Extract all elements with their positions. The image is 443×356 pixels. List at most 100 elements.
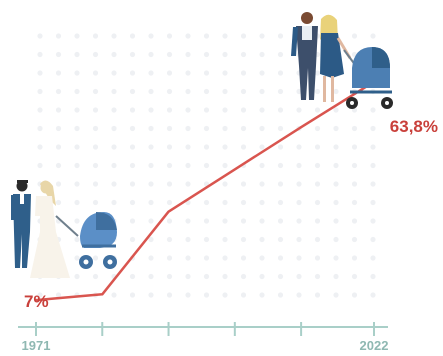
- grid-dot: [111, 107, 117, 113]
- grid-dot: [129, 144, 136, 150]
- grid-dot: [259, 218, 265, 224]
- grid-dot: [166, 144, 173, 150]
- grid-dot: [277, 292, 284, 298]
- grid-dot: [259, 236, 265, 243]
- mother-figure-icon: [320, 14, 352, 102]
- grid-dot: [333, 292, 339, 298]
- grid-dot: [111, 125, 117, 132]
- grid-dot: [296, 218, 302, 224]
- grid-dot: [333, 162, 339, 169]
- grid-dot: [277, 218, 284, 224]
- grid-dot: [166, 125, 173, 132]
- grid-dot: [185, 51, 191, 58]
- grid-dot: [314, 236, 321, 243]
- grid-dot: [222, 292, 228, 298]
- grid-dot: [277, 255, 284, 261]
- grid-dot: [296, 107, 302, 113]
- grid-dot: [314, 218, 321, 224]
- grid-dot: [240, 107, 247, 113]
- grid-dot: [296, 88, 302, 95]
- grid-dot: [333, 144, 339, 150]
- grid-dot: [351, 125, 358, 132]
- grid-dot: [166, 33, 173, 39]
- grid-dot: [185, 88, 191, 95]
- grid-dot: [370, 236, 376, 243]
- grid-dot: [55, 70, 62, 76]
- grid-dot: [129, 199, 136, 206]
- grid-dot: [111, 88, 117, 95]
- grid-dot: [296, 144, 302, 150]
- grid-dot: [166, 181, 173, 187]
- grid-dot: [222, 162, 228, 169]
- grid-dot: [370, 107, 376, 113]
- grid-dot: [259, 199, 265, 206]
- grid-dot: [351, 255, 358, 261]
- grid-dot: [296, 199, 302, 206]
- grid-dot: [74, 255, 80, 261]
- grid-dot: [203, 33, 210, 39]
- grid-dot: [37, 107, 43, 113]
- grid-dot: [314, 107, 321, 113]
- grid-dot: [370, 292, 376, 298]
- grid-dot: [111, 70, 117, 76]
- grid-dot: [370, 199, 376, 206]
- grid-dot: [55, 33, 62, 39]
- grid-dot: [129, 162, 136, 169]
- grid-dot: [166, 70, 173, 76]
- grid-dot: [148, 181, 154, 187]
- grid-dot: [370, 162, 376, 169]
- grid-dot: [314, 162, 321, 169]
- grid-dot: [351, 144, 358, 150]
- grid-dot: [74, 70, 80, 76]
- grid-dot: [333, 199, 339, 206]
- grid-dot: [74, 107, 80, 113]
- grid-dot: [37, 33, 43, 39]
- grid-dot: [74, 33, 80, 39]
- grid-dot: [222, 144, 228, 150]
- grid-dot: [111, 292, 117, 298]
- grid-dot: [222, 107, 228, 113]
- grid-dot: [203, 218, 210, 224]
- grid-dot: [148, 125, 154, 132]
- grid-dot: [92, 181, 99, 187]
- grid-dot: [166, 162, 173, 169]
- grid-dot: [166, 218, 173, 224]
- grid-dot: [203, 162, 210, 169]
- grid-dot: [222, 181, 228, 187]
- grid-dot: [129, 273, 136, 280]
- grid-dot: [277, 236, 284, 243]
- grid-dot: [148, 70, 154, 76]
- grid-dot: [129, 51, 136, 58]
- grid-dot: [351, 292, 358, 298]
- grid-dot: [111, 199, 117, 206]
- grid-dot: [55, 292, 62, 298]
- grid-dot: [222, 218, 228, 224]
- grid-dot: [333, 255, 339, 261]
- grid-dot: [203, 292, 210, 298]
- grid-dot: [111, 162, 117, 169]
- grid-dot: [314, 88, 321, 95]
- grid-dot: [370, 273, 376, 280]
- grid-dot: [37, 292, 43, 298]
- grid-dot: [203, 70, 210, 76]
- grid-dot: [111, 51, 117, 58]
- grid-dot: [203, 273, 210, 280]
- grid-dot: [55, 125, 62, 132]
- grid-dot: [351, 162, 358, 169]
- grid-dot: [259, 70, 265, 76]
- grid-dot: [37, 70, 43, 76]
- grid-dot: [296, 255, 302, 261]
- grid-dot: [277, 125, 284, 132]
- grid-dot: [259, 144, 265, 150]
- father-figure-icon: [291, 12, 318, 100]
- grid-dot: [240, 292, 247, 298]
- grid-dot: [277, 51, 284, 58]
- grid-dot: [314, 125, 321, 132]
- grid-dot: [203, 144, 210, 150]
- grid-dot: [203, 255, 210, 261]
- grid-dot: [277, 70, 284, 76]
- grid-dot: [92, 255, 99, 261]
- data-label-end: 63,8%: [390, 117, 438, 136]
- grid-dot: [185, 255, 191, 261]
